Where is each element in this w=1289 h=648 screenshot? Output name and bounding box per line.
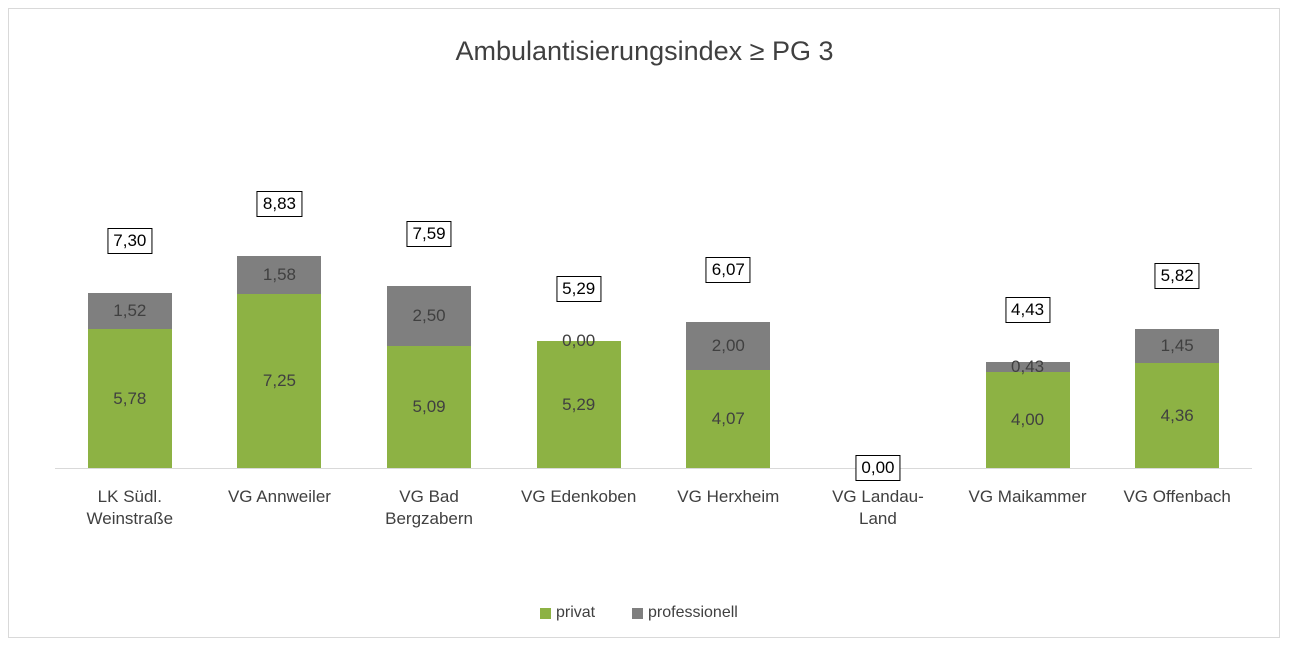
x-tick-label: VG Landau-Land	[832, 487, 924, 528]
bar-segment	[237, 256, 322, 294]
total-label: 0,00	[855, 455, 901, 481]
data-label: 4,00	[1011, 410, 1045, 429]
data-label: 0,00	[562, 331, 596, 351]
data-label: 5,29	[562, 394, 596, 414]
x-tick-label: VG Herxheim	[677, 487, 780, 506]
x-tick-label: VG Edenkoben	[521, 487, 637, 506]
bar-segment	[1135, 328, 1220, 364]
legend-item: professionell	[632, 604, 738, 622]
bar-segment	[686, 370, 771, 468]
legend-swatch	[632, 607, 643, 619]
bar-segment	[387, 345, 472, 468]
x-tick-label: VG Maikammer	[968, 487, 1087, 506]
bar-segment	[237, 294, 322, 468]
bar-segment	[87, 329, 172, 468]
data-label: 2,00	[711, 336, 745, 356]
data-label: 1,45	[1160, 335, 1194, 355]
x-tick-label: VG Bad Bergzabern	[385, 487, 473, 528]
x-tick-label: VG Offenbach	[1123, 487, 1231, 506]
data-label: 5,09	[412, 396, 446, 416]
total-label: 7,59	[406, 220, 452, 247]
x-axis-line	[55, 468, 1252, 469]
total-label: 6,07	[705, 257, 751, 284]
chart-frame	[8, 8, 1280, 638]
total-label: 8,83	[256, 191, 302, 218]
bar-segment	[985, 361, 1070, 372]
legend-label: privat	[556, 604, 596, 621]
bar-segment	[87, 292, 172, 330]
total-label: 7,30	[107, 227, 153, 254]
data-label: 7,25	[262, 371, 296, 390]
data-label: 0,43	[1011, 356, 1045, 376]
x-tick-label: LK Südl. Weinstraße	[86, 487, 174, 528]
legend-swatch	[540, 607, 551, 619]
data-label: 4,07	[711, 409, 745, 429]
legend-label: professionell	[648, 604, 738, 621]
data-label: 1,58	[262, 265, 296, 285]
total-label: 4,43	[1005, 296, 1051, 323]
bar-segment	[536, 341, 621, 468]
bar-segment	[1135, 363, 1220, 468]
data-label: 2,50	[412, 305, 446, 325]
total-label: 5,29	[556, 276, 602, 303]
bar-segment	[985, 372, 1070, 468]
chart-title: Ambulantisierungsindex ≥ PG 3	[455, 36, 834, 66]
data-label: 1,52	[113, 301, 147, 321]
legend-item: privat	[540, 604, 595, 622]
bar-segment	[387, 285, 472, 346]
data-label: 4,36	[1160, 405, 1194, 425]
total-label: 5,82	[1154, 263, 1200, 290]
data-label: 5,78	[113, 388, 147, 408]
x-tick-label: VG Annweiler	[227, 487, 331, 506]
bar-segment	[686, 322, 771, 371]
